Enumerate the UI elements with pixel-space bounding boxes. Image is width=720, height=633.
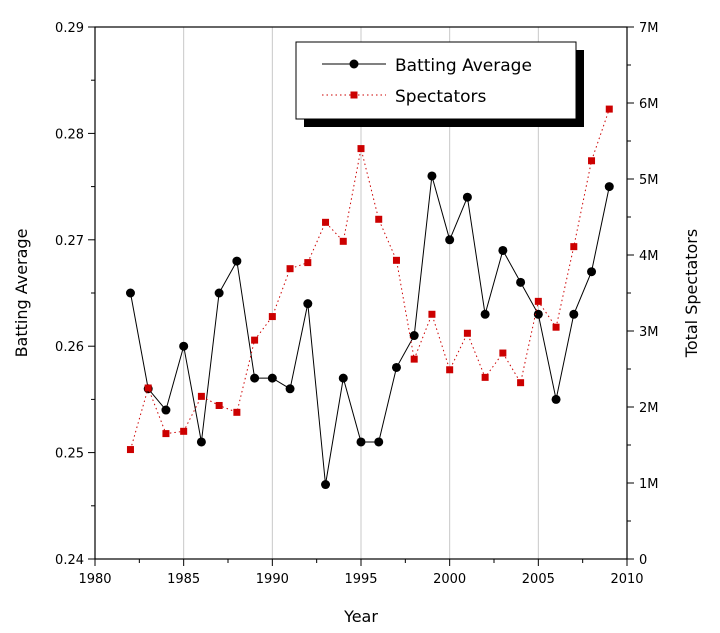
- point-spectators: [126, 446, 134, 454]
- point-batting-average: [179, 341, 189, 351]
- y2-tick-label: 7M: [639, 21, 659, 36]
- y-tick-label: 0.28: [55, 127, 84, 142]
- point-batting-average: [356, 437, 366, 447]
- legend: Batting Average Spectators: [295, 41, 584, 127]
- series-line-spectators: [130, 108, 610, 450]
- point-spectators: [375, 215, 383, 223]
- y2-tick-label: 3M: [639, 325, 659, 340]
- point-batting-average: [196, 437, 206, 447]
- point-spectators: [552, 323, 560, 331]
- point-batting-average: [161, 405, 171, 415]
- point-spectators: [357, 145, 365, 153]
- point-batting-average: [551, 394, 561, 404]
- point-spectators: [233, 408, 241, 416]
- point-batting-average: [462, 192, 472, 202]
- point-spectators: [410, 355, 418, 363]
- point-batting-average: [267, 373, 277, 383]
- axes-layer: 1980 1985 1990 1995 2000 2005 2010 0.24 0.25 0.26…: [55, 21, 658, 587]
- point-batting-average: [232, 256, 242, 266]
- y-tick-label: 0.26: [55, 340, 84, 355]
- point-batting-average: [374, 437, 384, 447]
- point-spectators: [180, 427, 188, 435]
- point-batting-average: [533, 309, 543, 319]
- y2-tick-label: 2M: [639, 401, 659, 416]
- point-batting-average: [498, 245, 508, 255]
- point-batting-average: [427, 171, 437, 181]
- x-tick-label: 2005: [522, 572, 555, 587]
- point-batting-average: [321, 480, 331, 490]
- point-batting-average: [587, 267, 597, 277]
- point-batting-average: [338, 373, 348, 383]
- point-batting-average: [409, 331, 419, 341]
- y2-tick-label: 4M: [639, 249, 659, 264]
- legend-marker-spectators: [350, 91, 358, 99]
- point-spectators: [570, 243, 578, 251]
- legend-label-spectators: Spectators: [395, 87, 487, 107]
- point-spectators: [197, 392, 205, 400]
- point-spectators: [322, 218, 330, 226]
- x-tick-label: 2000: [433, 572, 466, 587]
- y2-tick-label: 5M: [639, 173, 659, 188]
- legend-marker-batting-average: [349, 59, 359, 69]
- point-spectators: [605, 105, 613, 113]
- x-tick-label: 1980: [78, 572, 111, 587]
- point-batting-average: [391, 362, 401, 372]
- x-axis-title: Year: [343, 607, 378, 626]
- x-tick-label: 1995: [344, 572, 377, 587]
- point-spectators: [251, 336, 259, 344]
- point-spectators: [392, 256, 400, 264]
- point-spectators: [215, 401, 223, 409]
- legend-label-batting-average: Batting Average: [395, 56, 532, 76]
- point-spectators: [481, 373, 489, 381]
- point-spectators: [428, 310, 436, 318]
- point-batting-average: [516, 277, 526, 287]
- y-tick-label: 0.25: [55, 447, 84, 462]
- point-spectators: [534, 297, 542, 305]
- point-batting-average: [250, 373, 260, 383]
- point-spectators: [339, 237, 347, 245]
- legend-box: [295, 41, 577, 120]
- y-tick-label: 0.27: [55, 234, 84, 249]
- point-batting-average: [445, 235, 455, 245]
- point-batting-average: [125, 288, 135, 298]
- point-spectators: [304, 259, 312, 267]
- y2-tick-label: 0: [639, 553, 647, 568]
- point-batting-average: [285, 384, 295, 394]
- x-tick-label: 1990: [256, 572, 289, 587]
- point-spectators: [499, 349, 507, 357]
- point-spectators: [588, 157, 596, 165]
- y-axis-title: Batting Average: [12, 229, 31, 358]
- point-batting-average: [569, 309, 579, 319]
- y2-axis-title: Total Spectators: [682, 229, 701, 358]
- point-batting-average: [604, 182, 614, 192]
- point-spectators: [446, 366, 454, 374]
- y-tick-label: 0.29: [55, 21, 84, 36]
- y2-tick-label: 1M: [639, 477, 659, 492]
- point-spectators: [162, 430, 170, 438]
- series-layer: [125, 105, 614, 490]
- point-spectators: [517, 379, 525, 387]
- point-batting-average: [480, 309, 490, 319]
- point-spectators: [463, 329, 471, 337]
- x-tick-label: 2010: [610, 572, 643, 587]
- x-tick-label: 1985: [167, 572, 200, 587]
- point-spectators: [286, 265, 294, 273]
- point-batting-average: [214, 288, 224, 298]
- point-spectators: [268, 313, 276, 321]
- point-spectators: [144, 384, 152, 392]
- y-tick-label: 0.24: [55, 553, 84, 568]
- y2-tick-label: 6M: [639, 97, 659, 112]
- point-batting-average: [303, 299, 313, 309]
- series-line-batting-average: [130, 175, 610, 485]
